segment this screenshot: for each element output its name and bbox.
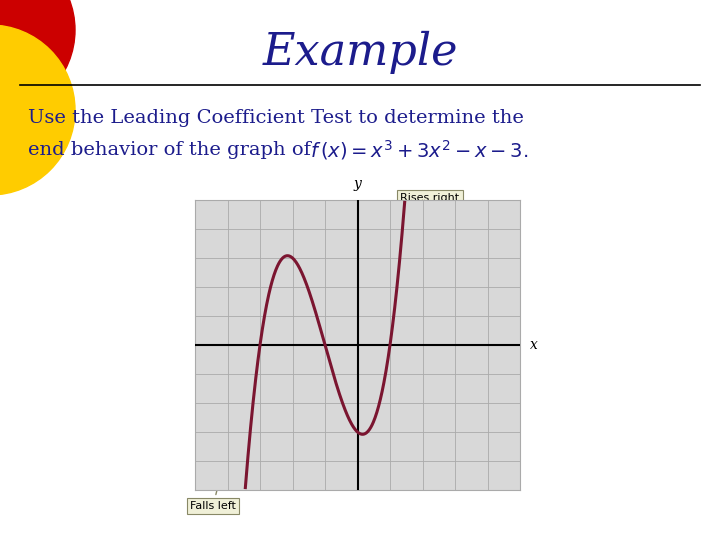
- Text: Use the Leading Coefficient Test to determine the: Use the Leading Coefficient Test to dete…: [28, 109, 524, 127]
- Text: end behavior of the graph of: end behavior of the graph of: [28, 141, 317, 159]
- Text: Rises right: Rises right: [398, 193, 459, 227]
- Text: x: x: [530, 338, 538, 352]
- Circle shape: [0, 0, 75, 115]
- Text: y: y: [354, 177, 361, 191]
- Text: Example: Example: [262, 30, 458, 73]
- Text: $f\,(x)=x^3+3x^2-x-3.$: $f\,(x)=x^3+3x^2-x-3.$: [310, 138, 528, 162]
- Circle shape: [0, 25, 75, 195]
- Text: Falls left: Falls left: [190, 474, 236, 511]
